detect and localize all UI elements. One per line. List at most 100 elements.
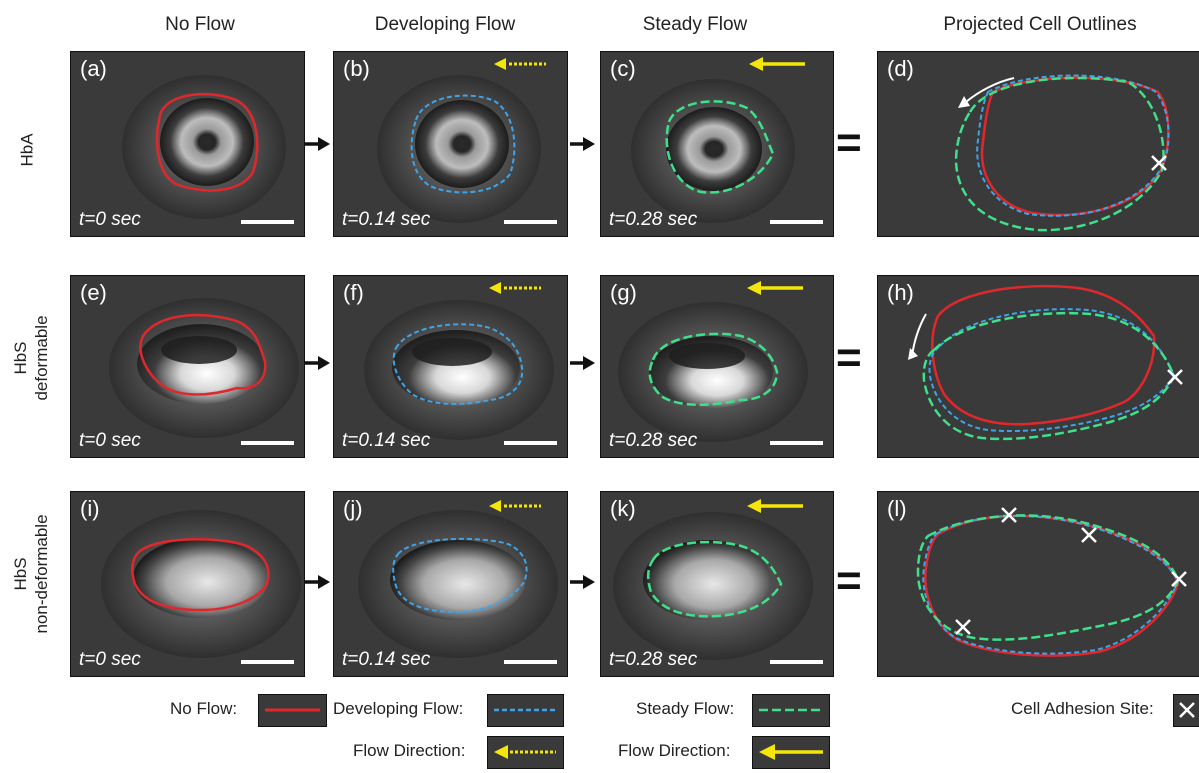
panel-label: (d) <box>887 56 914 81</box>
legend-steady-flow-swatch <box>752 694 830 727</box>
cell-image <box>601 276 833 457</box>
sequence-arrow-icon <box>570 137 595 151</box>
scale-bar <box>241 441 294 445</box>
scale-bar <box>504 660 557 664</box>
scale-bar <box>241 660 294 664</box>
projected-outlines <box>878 276 1199 457</box>
adhesion-mark-icon <box>1179 702 1195 718</box>
panel-label: (f) <box>343 280 364 305</box>
no-flow-outline <box>924 514 1180 657</box>
legend-flow-direction-dev-label: Flow Direction: <box>353 741 466 760</box>
steady-flow-outline <box>647 540 783 618</box>
cell-image <box>334 52 567 236</box>
panel-label: (l) <box>887 496 907 521</box>
steady-flow-outline <box>665 100 775 194</box>
equals-sign: = <box>836 118 862 167</box>
equals-sign: = <box>836 556 862 605</box>
row-label-line1: HbS <box>11 557 30 591</box>
legend-developing-flow-label: Developing Flow: <box>333 699 464 718</box>
row-label-hba: HbA <box>17 133 38 166</box>
cell-image <box>71 52 304 236</box>
panel-e: (e) t=0 sec <box>70 275 305 458</box>
developing-flow-outline <box>392 537 528 614</box>
legend-adhesion-label: Cell Adhesion Site: <box>1011 699 1154 718</box>
sequence-arrow-icon <box>305 137 330 151</box>
steady-flow-outline <box>954 76 1165 232</box>
panel-a: (a) t=0 sec <box>70 51 305 237</box>
time-label: t=0.14 sec <box>342 209 431 230</box>
time-label: t=0 sec <box>79 430 141 451</box>
time-label: t=0.28 sec <box>609 430 698 451</box>
adhesion-mark-icon <box>955 619 971 635</box>
cell-image <box>601 52 833 236</box>
legend-developing-flow-swatch <box>487 694 564 727</box>
developing-flow-outline <box>922 514 1180 655</box>
scale-bar <box>770 441 823 445</box>
panel-label: (i) <box>80 496 100 521</box>
scale-bar <box>770 660 823 664</box>
panel-j: (j) t=0.14 sec <box>333 491 568 677</box>
no-flow-outline <box>131 538 270 612</box>
flow-arrow-solid-icon <box>747 499 803 513</box>
row-label-line2: non-deformable <box>32 514 51 634</box>
row-label-line1: HbS <box>11 341 30 375</box>
panel-g: (g) t=0.28 sec <box>600 275 834 458</box>
panel-label: (k) <box>610 496 636 521</box>
steady-flow-outline <box>916 514 1180 641</box>
developing-flow-outline <box>928 308 1176 433</box>
legend-no-flow-label: No Flow: <box>170 699 238 718</box>
cell-image <box>334 276 567 457</box>
rotation-arrow-icon <box>965 77 1015 103</box>
adhesion-mark-icon <box>1151 155 1167 171</box>
legend-flow-direction-steady-label: Flow Direction: <box>618 741 731 760</box>
sequence-arrow-icon <box>570 356 595 370</box>
equals-sign: = <box>836 333 862 382</box>
flow-arrow-solid-icon <box>759 744 823 760</box>
column-header-no-flow: No Flow <box>165 14 235 35</box>
adhesion-mark-icon <box>1167 369 1183 385</box>
legend-no-flow-swatch <box>258 694 327 727</box>
scale-bar <box>241 220 294 224</box>
panel-d: (d) <box>877 51 1199 237</box>
panel-f: (f) t=0.14 sec <box>333 275 568 458</box>
time-label: t=0.28 sec <box>609 209 698 230</box>
column-header-projected-outlines: Projected Cell Outlines <box>943 14 1137 35</box>
adhesion-mark-icon <box>1001 507 1017 523</box>
steady-flow-outline <box>922 311 1176 441</box>
flow-arrow-solid-icon <box>747 281 803 295</box>
time-label: t=0.14 sec <box>342 430 431 451</box>
sequence-arrow-icon <box>570 575 595 589</box>
no-flow-outline <box>139 313 267 396</box>
panel-i: (i) t=0 sec <box>70 491 305 677</box>
time-label: t=0.14 sec <box>342 649 431 670</box>
legend-steady-flow-label: Steady Flow: <box>636 699 735 718</box>
scale-bar <box>504 441 557 445</box>
projected-outlines <box>878 492 1199 676</box>
panel-h: (h) <box>877 275 1199 458</box>
time-label: t=0 sec <box>79 209 141 230</box>
flow-arrow-dashed-icon <box>489 282 541 294</box>
panel-label: (e) <box>80 280 107 305</box>
no-flow-outline <box>931 284 1156 426</box>
projected-outlines <box>878 52 1199 236</box>
panel-label: (j) <box>343 496 363 521</box>
cell-image <box>334 492 567 676</box>
sequence-arrow-icon <box>305 575 330 589</box>
developing-flow-outline <box>410 94 516 194</box>
adhesion-mark-icon <box>1081 527 1097 543</box>
flow-arrow-dashed-icon <box>494 58 546 70</box>
legend-flow-direction-steady-swatch <box>752 736 830 769</box>
time-label: t=0 sec <box>79 649 141 670</box>
cell-image <box>71 276 304 457</box>
developing-flow-outline <box>392 323 524 405</box>
flow-arrow-dashed-icon <box>489 500 541 512</box>
flow-arrow-solid-icon <box>749 57 805 71</box>
panel-label: (g) <box>610 280 637 305</box>
panel-c: (c) t=0.28 sec <box>600 51 834 237</box>
row-label-hbs-non-deformable: HbS non-deformable <box>10 514 52 633</box>
cell-image <box>601 492 833 676</box>
steady-flow-outline <box>648 332 779 406</box>
panel-label: (b) <box>343 56 370 81</box>
panel-b: (b) t=0.14 sec <box>333 51 568 237</box>
panel-label: (h) <box>887 280 914 305</box>
